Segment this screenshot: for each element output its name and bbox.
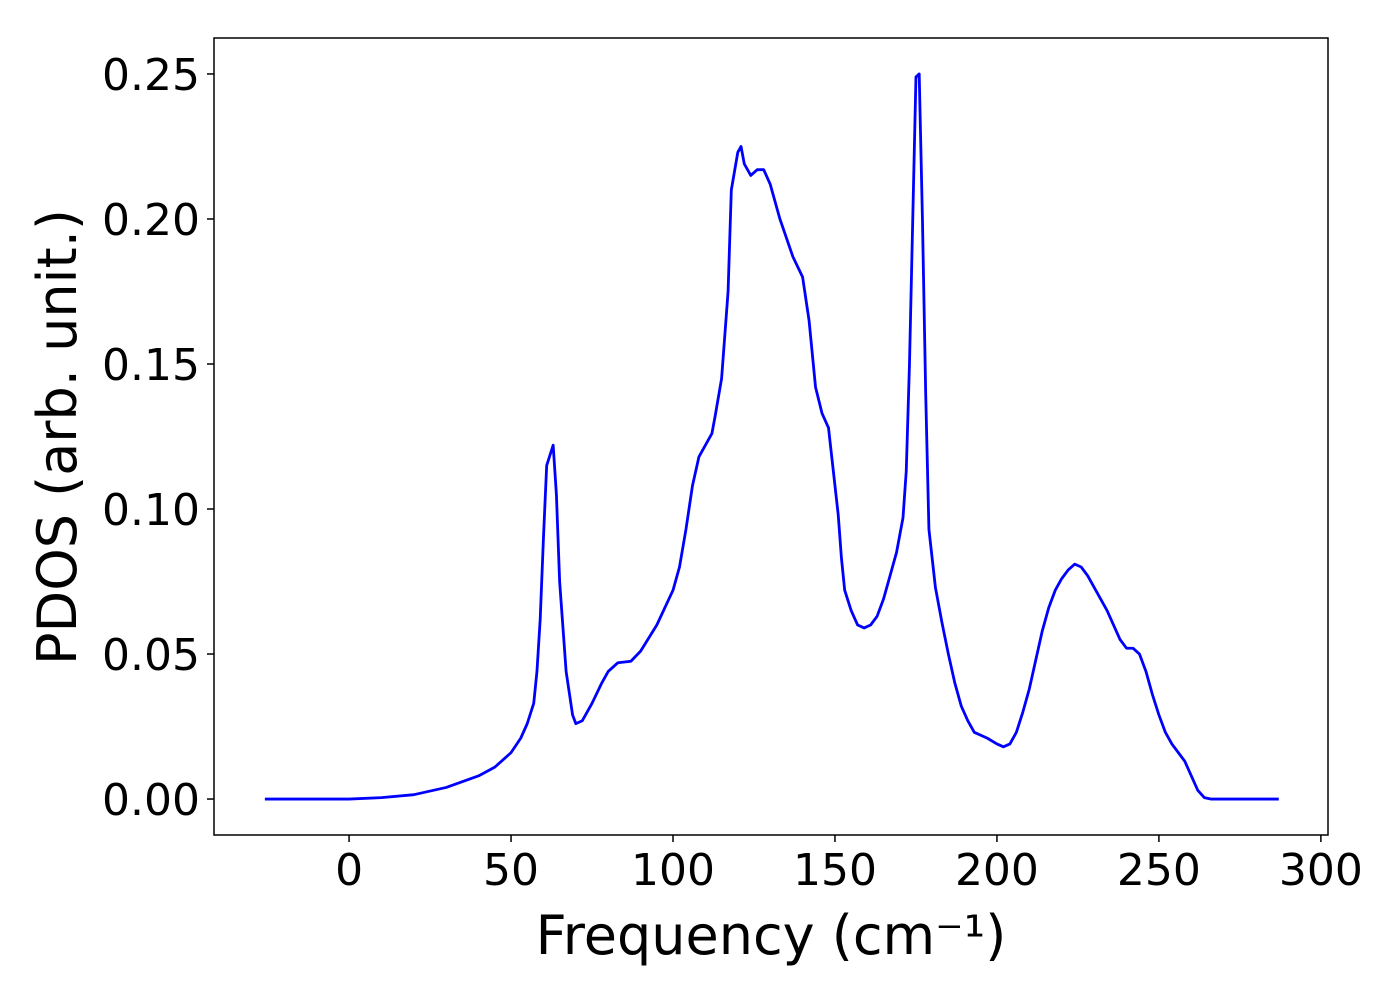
x-tick-label: 150 bbox=[793, 845, 877, 896]
y-tick-label: 0.10 bbox=[102, 485, 200, 536]
y-tick-label: 0.05 bbox=[102, 630, 200, 681]
x-tick-label: 300 bbox=[1279, 845, 1363, 896]
x-tick-label: 100 bbox=[631, 845, 715, 896]
x-tick-label: 250 bbox=[1117, 845, 1201, 896]
x-tick-label: 50 bbox=[483, 845, 539, 896]
y-tick-label: 0.20 bbox=[102, 195, 200, 246]
y-tick-label: 0.00 bbox=[102, 775, 200, 826]
y-axis-label: PDOS (arb. unit.) bbox=[26, 209, 89, 665]
plot-frame bbox=[213, 37, 1329, 836]
y-tick-label: 0.25 bbox=[102, 50, 200, 101]
x-tick-label: 200 bbox=[955, 845, 1039, 896]
y-tick-label: 0.15 bbox=[102, 340, 200, 391]
x-tick-label: 0 bbox=[335, 845, 363, 896]
pdos-line bbox=[264, 72, 1279, 801]
x-axis-label: Frequency (cm⁻¹) bbox=[536, 904, 1007, 967]
